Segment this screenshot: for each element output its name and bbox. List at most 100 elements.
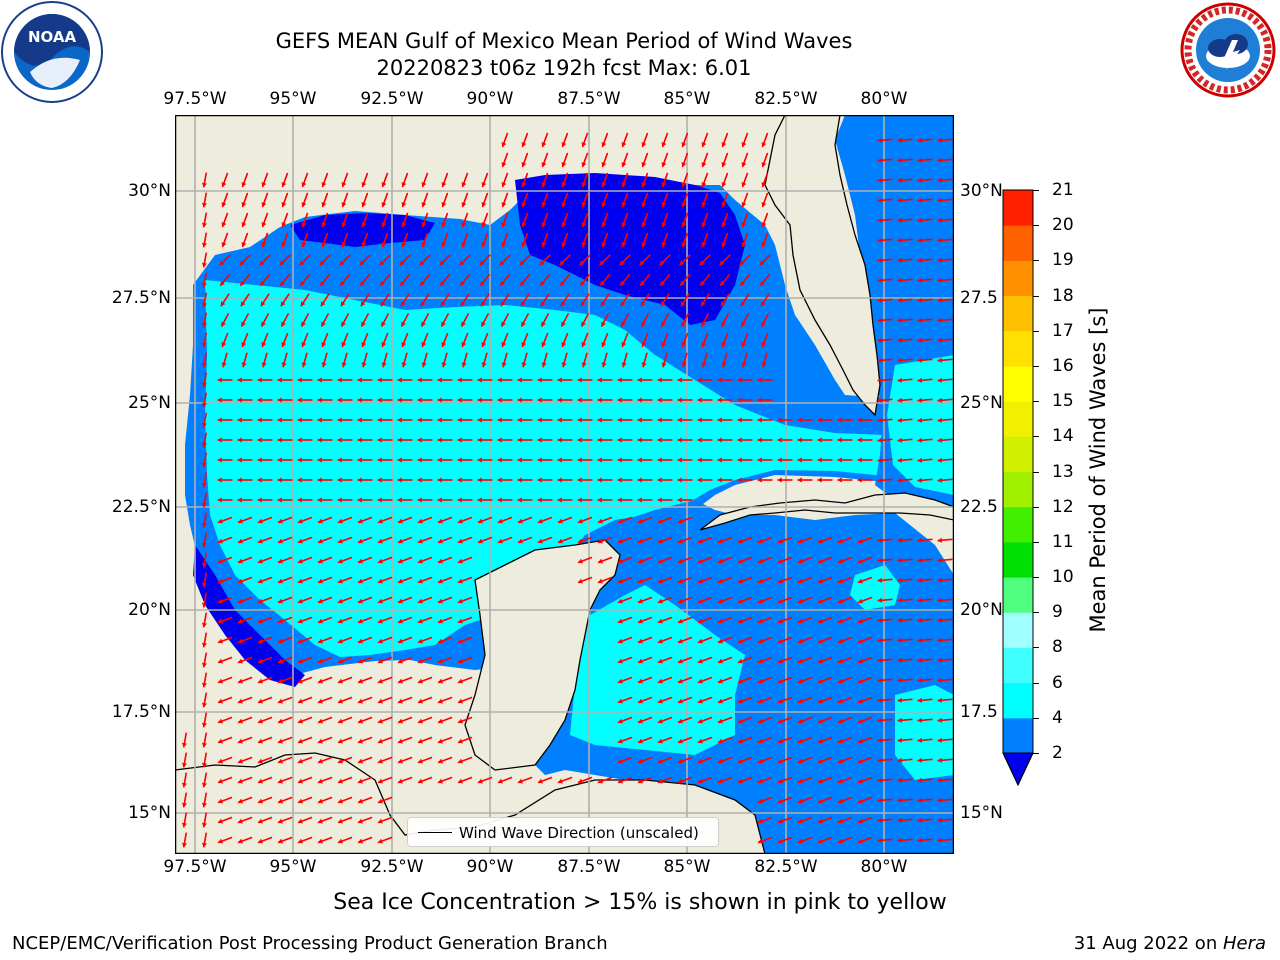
- wind-wave-arrowhead: [237, 477, 242, 483]
- colorbar-segment: [1003, 506, 1033, 543]
- wind-wave-arrowhead: [517, 377, 522, 383]
- wind-wave-arrowhead: [797, 758, 803, 764]
- wind-wave-arrowhead: [937, 657, 943, 663]
- wind-wave-arrowhead: [581, 142, 587, 148]
- wind-wave-arrowhead: [741, 142, 747, 148]
- wind-wave-arrowhead: [277, 678, 283, 684]
- wind-wave-arrowhead: [641, 142, 647, 148]
- wind-wave-arrowhead: [321, 362, 327, 368]
- wind-wave-arrowhead: [577, 518, 583, 524]
- wind-wave-arrowhead: [277, 538, 283, 544]
- wind-wave-arrowhead: [201, 682, 207, 688]
- wind-wave-arrowhead: [640, 280, 645, 286]
- wind-wave-arrowhead: [297, 658, 303, 664]
- wind-wave-arrowhead: [877, 677, 883, 683]
- wind-wave-arrowhead: [617, 377, 622, 383]
- wind-wave-arrowhead: [797, 558, 803, 564]
- wind-wave-arrowhead: [757, 818, 763, 824]
- wind-wave-arrowhead: [297, 618, 303, 624]
- wind-wave-arrowhead: [417, 437, 422, 443]
- wind-wave-arrowhead: [217, 518, 223, 524]
- colorbar-tick-mark: [1033, 682, 1039, 684]
- wind-wave-arrowhead: [757, 838, 763, 844]
- wind-wave-arrowhead: [937, 777, 943, 783]
- wind-wave-arrowhead: [837, 758, 843, 764]
- wind-wave-arrowhead: [300, 280, 305, 286]
- wind-wave-arrowhead: [639, 260, 645, 266]
- wind-wave-arrowhead: [317, 678, 323, 684]
- wind-wave-arrowhead: [201, 422, 207, 428]
- wind-wave-arrowhead: [377, 558, 383, 564]
- lon-tick: 85°W: [663, 89, 711, 109]
- wind-wave-arrowhead: [937, 837, 943, 843]
- wind-wave-arrowhead: [361, 242, 367, 248]
- wind-wave-arrowhead: [517, 437, 522, 443]
- wind-wave-arrowhead: [857, 738, 863, 744]
- wind-wave-arrowhead: [417, 678, 423, 684]
- wind-wave-arrowhead: [917, 797, 923, 803]
- wind-wave-arrowhead: [417, 497, 422, 503]
- wind-wave-arrowhead: [601, 342, 607, 347]
- wind-wave-arrowhead: [577, 778, 583, 784]
- wind-wave-arrowhead: [237, 738, 243, 744]
- wind-wave-arrowhead: [321, 182, 327, 188]
- wind-wave-arrowhead: [617, 578, 623, 584]
- wind-wave-arrowhead: [457, 457, 462, 463]
- wind-wave-arrowhead: [217, 417, 222, 423]
- colorbar-segment: [1003, 541, 1033, 578]
- wind-wave-arrowhead: [337, 598, 343, 604]
- wind-wave-arrowhead: [897, 277, 903, 283]
- wind-wave-arrowhead: [357, 518, 363, 524]
- wind-wave-arrowhead: [677, 477, 682, 483]
- colorbar-tick-mark: [1033, 260, 1039, 262]
- colorbar-tick-label: 14: [1052, 426, 1074, 447]
- wind-wave-arrowhead: [317, 738, 323, 744]
- wind-wave-arrowhead: [717, 638, 723, 644]
- wind-wave-arrowhead: [917, 477, 923, 483]
- wind-wave-arrowhead: [740, 280, 745, 286]
- sea-ice-note: Sea Ice Concentration > 15% is shown in …: [333, 890, 947, 915]
- wind-wave-arrowhead: [757, 758, 763, 764]
- wind-wave-arrowhead: [581, 362, 587, 368]
- wind-wave-arrowhead: [337, 538, 343, 544]
- wind-wave-arrowhead: [817, 738, 823, 744]
- wind-wave-arrowhead: [377, 437, 382, 443]
- wind-wave-arrowhead: [421, 321, 426, 327]
- wind-wave-arrowhead: [541, 202, 547, 208]
- wind-wave-arrowhead: [597, 538, 603, 544]
- wind-wave-arrowhead: [217, 618, 223, 624]
- colorbar-extend-triangle: [1002, 752, 1034, 787]
- wind-wave-arrowhead: [561, 362, 567, 368]
- wind-wave-arrowhead: [341, 362, 347, 368]
- wind-wave-arrowhead: [257, 798, 263, 804]
- wind-wave-arrowhead: [201, 382, 207, 388]
- wind-wave-arrowhead: [717, 417, 722, 423]
- wind-wave-arrowhead: [577, 397, 582, 403]
- wind-wave-arrowhead: [917, 437, 923, 443]
- wind-wave-arrowhead: [917, 297, 923, 303]
- wind-wave-arrowhead: [457, 658, 463, 664]
- wind-wave-arrowhead: [357, 658, 363, 664]
- wind-wave-arrowhead: [937, 577, 943, 583]
- wind-wave-arrowhead: [181, 742, 187, 748]
- wind-wave-arrowhead: [397, 698, 403, 704]
- wind-wave-arrowhead: [877, 217, 883, 223]
- wind-wave-arrowhead: [837, 838, 843, 844]
- wind-wave-arrowhead: [837, 578, 843, 584]
- wind-wave-arrowhead: [301, 321, 306, 327]
- wind-wave-arrowhead: [797, 638, 803, 644]
- wind-wave-arrowhead: [341, 342, 347, 347]
- wind-wave-arrowhead: [241, 362, 247, 368]
- wind-wave-arrowhead: [621, 362, 627, 368]
- wind-wave-arrowhead: [297, 518, 303, 524]
- wind-wave-arrowhead: [877, 197, 883, 203]
- wind-wave-arrowhead: [677, 778, 683, 784]
- wind-wave-arrowhead: [457, 778, 463, 784]
- wind-wave-arrowhead: [457, 698, 463, 704]
- wind-wave-arrowhead: [237, 578, 243, 584]
- wind-wave-arrowhead: [757, 598, 763, 604]
- wind-wave-arrowhead: [937, 177, 943, 183]
- wind-wave-arrowhead: [737, 558, 743, 564]
- wind-wave-arrowhead: [717, 678, 723, 684]
- wind-wave-arrowhead: [617, 538, 623, 544]
